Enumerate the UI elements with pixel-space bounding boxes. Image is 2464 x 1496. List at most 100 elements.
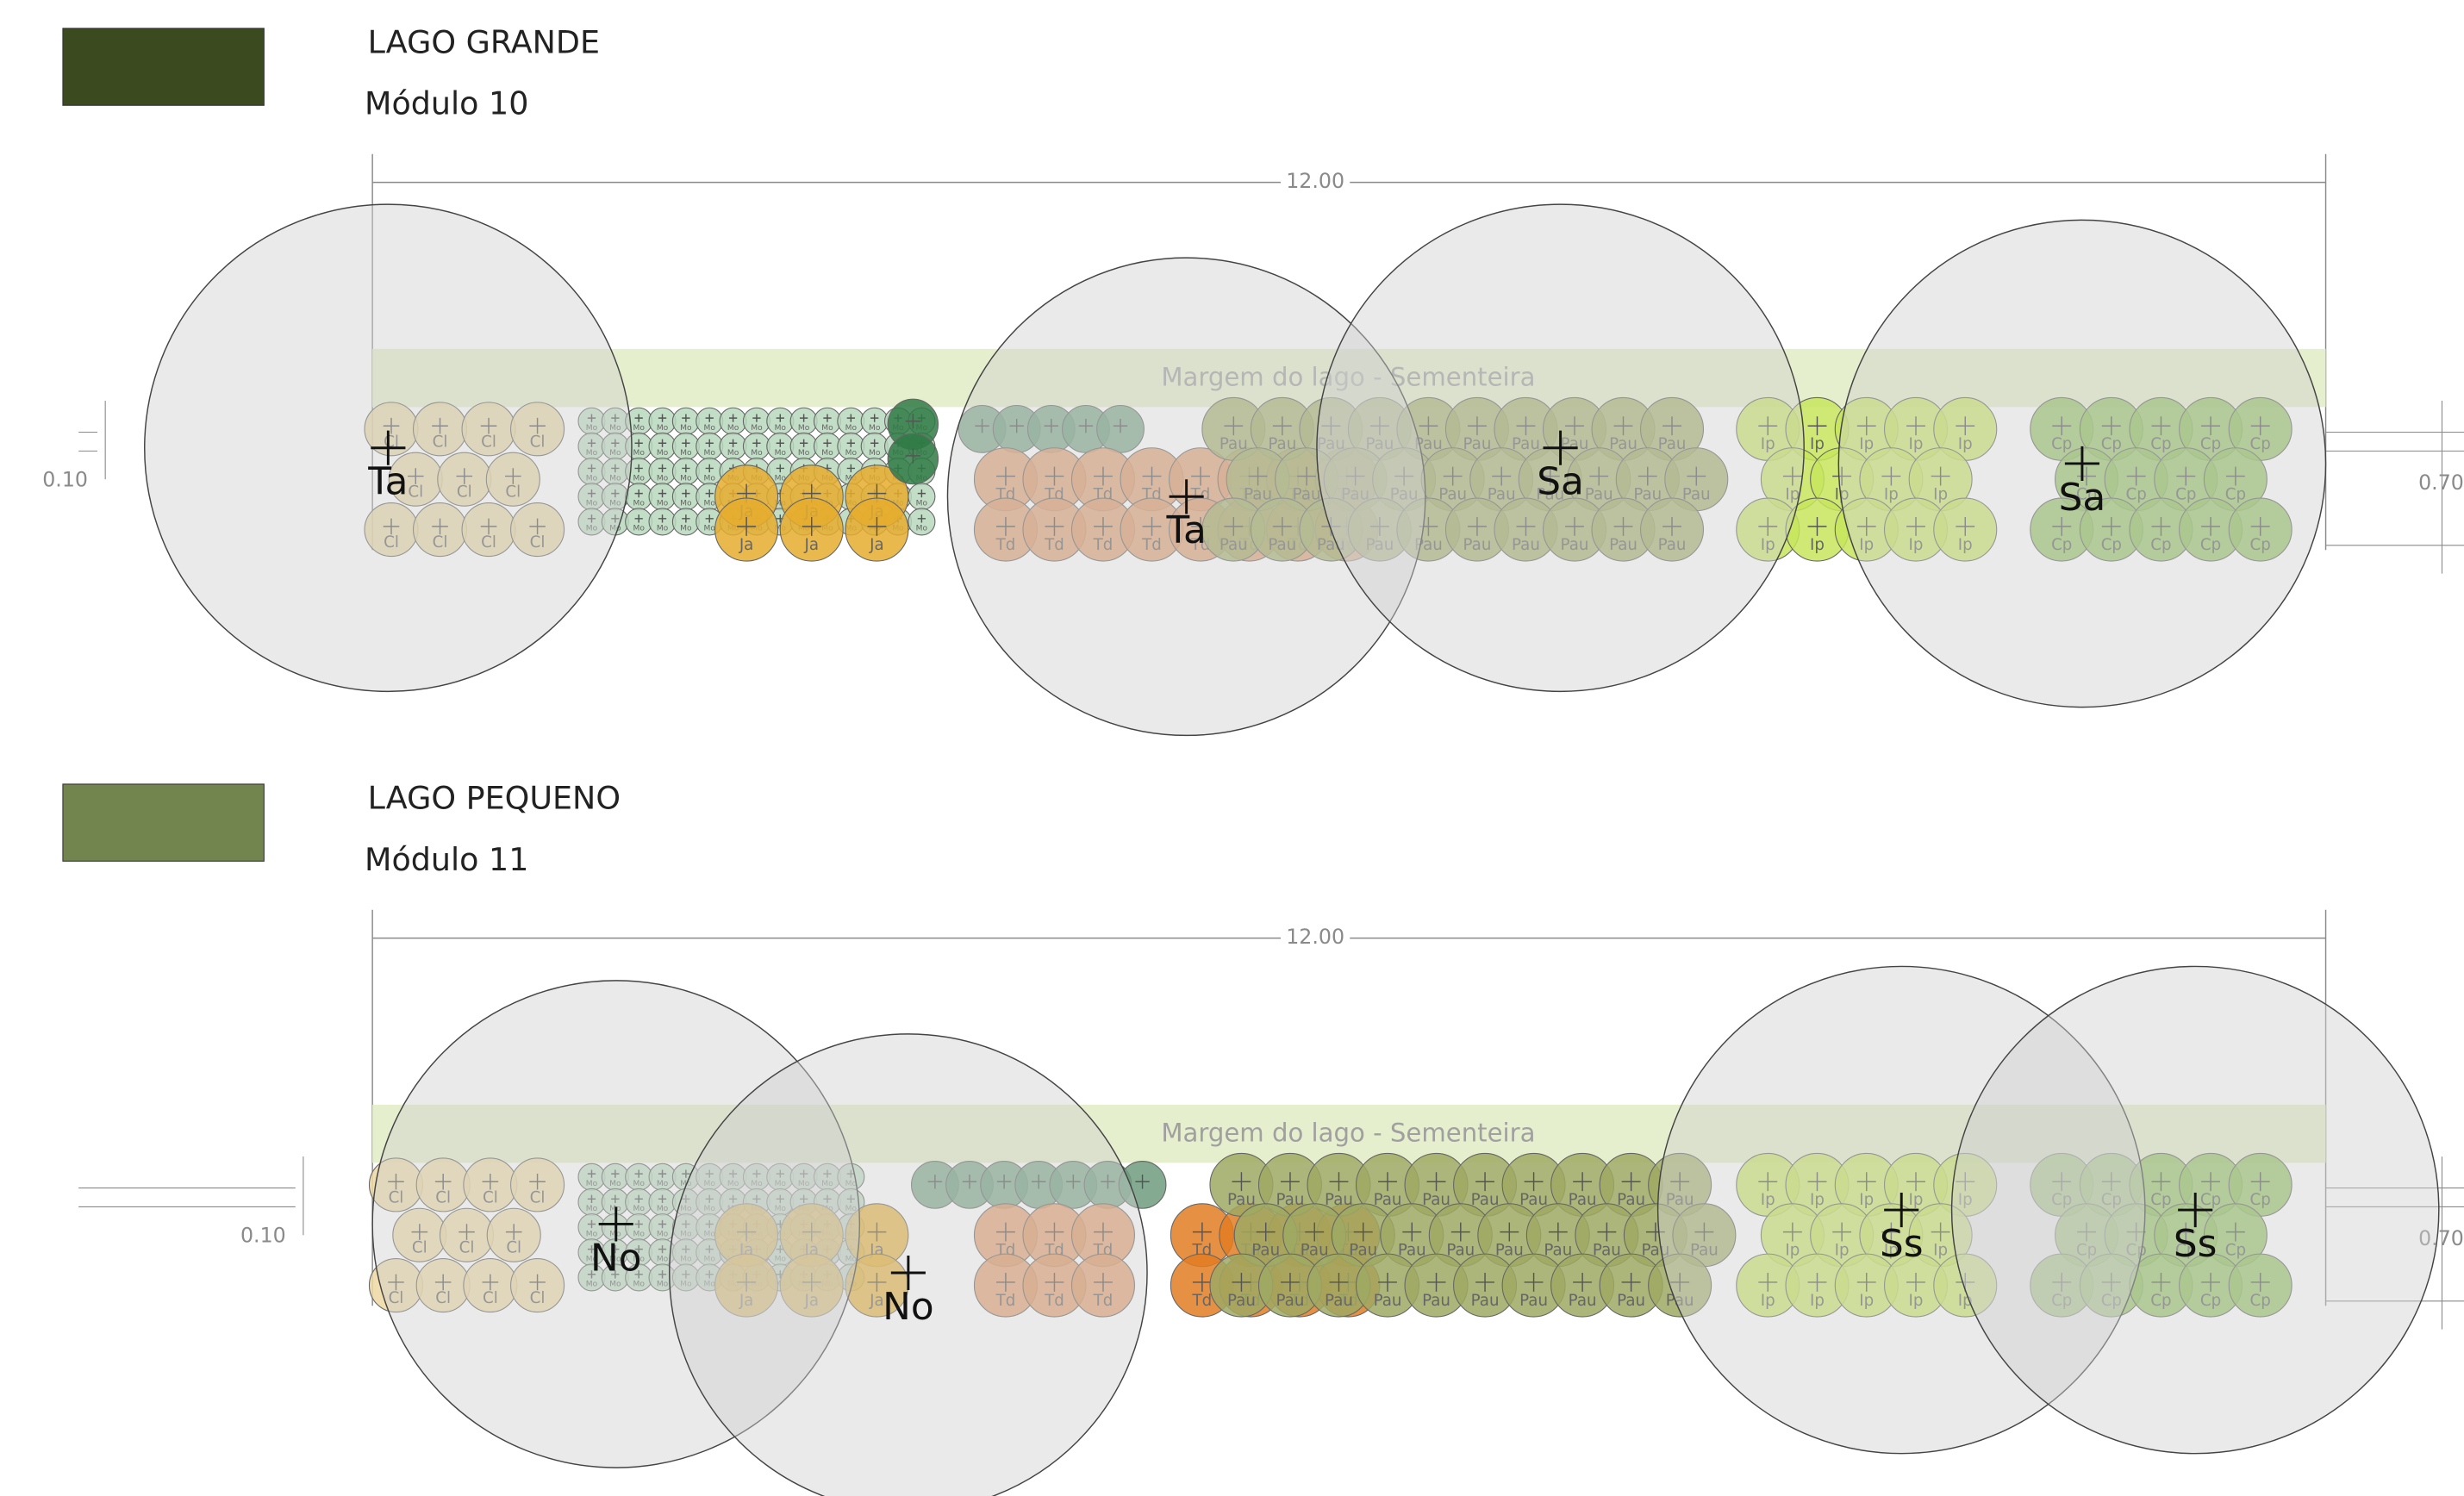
plant-label: Cp: [2150, 1292, 2171, 1310]
plant-cross: [995, 466, 1015, 486]
plant-label: Pau: [1633, 485, 1662, 503]
plant-cross: [1045, 1272, 1064, 1292]
plant-label: Pau: [1244, 485, 1272, 503]
plant-label: Mo: [657, 449, 669, 458]
plant-cross: [1419, 416, 1438, 436]
plant-cross: [611, 489, 620, 498]
plant-cross: [1670, 1272, 1690, 1292]
plant-cross: [867, 516, 887, 536]
plant-label: Pau: [1317, 536, 1345, 554]
plant-label: Ip: [1761, 1292, 1775, 1310]
module-subtitle: Módulo 10: [365, 85, 528, 122]
plant-cross: [1232, 1272, 1251, 1292]
plant-label: Cl: [530, 1289, 546, 1307]
dim-bg: [1281, 166, 1351, 196]
plant-cross: [737, 1272, 757, 1292]
plant-cross: [2101, 516, 2121, 536]
plant-label: Mo: [775, 449, 787, 458]
plant-cross: [867, 1222, 887, 1242]
plant-cross: [728, 1194, 738, 1203]
plant-cross: [1516, 516, 1536, 536]
plant-cross: [1662, 516, 1681, 536]
plant-cross: [2250, 1272, 2270, 1292]
plant-cross: [705, 1244, 714, 1254]
plant-label: Ip: [1859, 536, 1874, 554]
plant-cross: [383, 518, 400, 535]
plant-cross: [1475, 1272, 1494, 1292]
plant-cross: [634, 464, 643, 473]
plant-label: Pau: [1617, 1292, 1645, 1310]
lake-margin: [372, 1104, 2326, 1163]
plant-cross: [846, 414, 855, 422]
plant-label: Mo: [609, 424, 621, 433]
plant-cross: [1758, 1172, 1778, 1192]
plant-cross: [1142, 516, 1162, 536]
plant-label: Ja: [739, 536, 754, 554]
plant-label: Cl: [530, 533, 546, 552]
plant-label: Mo: [680, 1256, 692, 1264]
tree-cross: [1169, 479, 1204, 514]
plant-label: Pau: [1251, 1241, 1280, 1259]
plant-label: Pau: [1519, 1292, 1548, 1310]
plant-label: Mo: [657, 474, 669, 483]
tree-label: No: [590, 1236, 642, 1280]
dim-label: 12.00: [1286, 169, 1344, 193]
plant-cross: [482, 1274, 499, 1291]
plant-label: Mo: [727, 1180, 739, 1188]
plant-label: Cl: [384, 533, 399, 552]
plant-cross: [480, 417, 497, 434]
plant-cross: [1094, 466, 1113, 486]
plant-cross: [905, 448, 921, 464]
plant-cross: [1758, 416, 1778, 436]
plant-label: Mo: [704, 1230, 716, 1238]
plant-cross: [611, 514, 620, 523]
plant-label: Mo: [633, 500, 645, 508]
plant-cross: [752, 439, 761, 447]
right-dim: 0.70: [2418, 1226, 2464, 1250]
plant-label: Pau: [1536, 485, 1564, 503]
plant-cross: [705, 414, 714, 422]
plant-label: Mo: [609, 1281, 621, 1289]
plant-cross: [2151, 516, 2171, 536]
plant-label: Mo: [680, 1205, 692, 1213]
plant-label: Mo: [633, 1205, 645, 1213]
legend-swatch: [62, 28, 265, 106]
plant-cross: [1540, 466, 1560, 486]
module: LAGO GRANDE Módulo 10 12.00 Margem do lago …: [42, 24, 2464, 737]
plant-cross: [1758, 516, 1778, 536]
plant-label: Mo: [609, 1256, 621, 1264]
plant-cross: [1565, 416, 1584, 436]
plant-label: Cp: [2200, 1191, 2221, 1209]
plant-cross: [1329, 1172, 1349, 1192]
plant-label: Ja: [803, 1292, 819, 1310]
plant-cross: [2052, 1172, 2072, 1192]
plant-cross: [2250, 1172, 2270, 1192]
plant-label: Pau: [1609, 435, 1637, 453]
plant-cross: [1956, 516, 1975, 536]
plant-cross: [2201, 1172, 2221, 1192]
plant-cross: [1906, 1172, 1925, 1192]
plant-cross: [482, 1173, 499, 1190]
plant-label: Ip: [1958, 536, 1973, 554]
plant-label: Ip: [1761, 536, 1775, 554]
plant-cross: [1192, 1272, 1212, 1292]
plant-label: Pau: [1365, 435, 1394, 453]
plant-cross: [529, 1274, 546, 1291]
plant-cross: [505, 468, 521, 484]
plant-cross: [995, 1272, 1015, 1292]
plant-label: Cp: [2175, 485, 2196, 503]
plant-cross: [2101, 416, 2121, 436]
plant-label: Pau: [1463, 435, 1491, 453]
plant-label: Ip: [1859, 1292, 1874, 1310]
plant-cross: [1548, 1222, 1568, 1242]
plant-cross: [823, 439, 832, 447]
tree-cross: [1543, 430, 1578, 465]
plant-cross: [682, 489, 690, 498]
plant-label: Mo: [633, 449, 645, 458]
plant-cross: [1662, 416, 1681, 436]
plant-label: Mo: [586, 1230, 598, 1238]
plant-cross: [388, 1274, 404, 1291]
plant-label: Mo: [821, 1180, 833, 1188]
plant-cross: [2101, 1272, 2121, 1292]
plant-label: Ip: [1859, 435, 1874, 453]
